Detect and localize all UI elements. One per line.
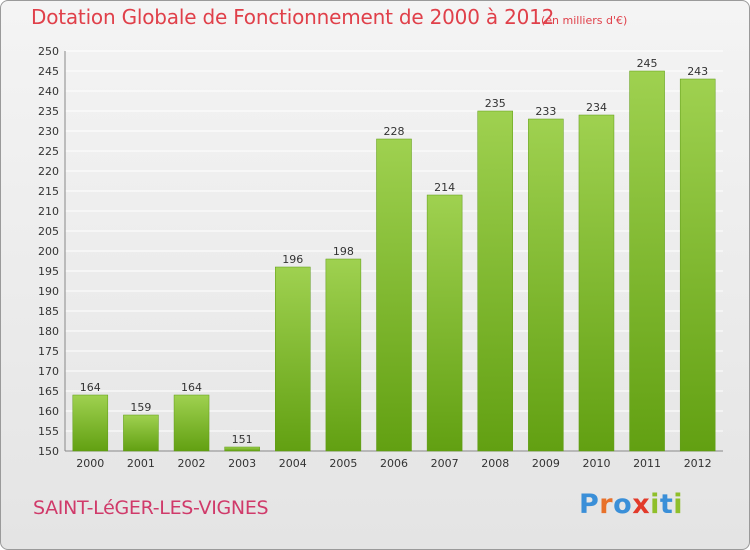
bar-2001 <box>123 414 159 452</box>
bar-2009 <box>528 118 564 452</box>
y-tick-label: 225 <box>38 145 59 158</box>
logo-letter: i <box>673 489 684 520</box>
x-tick-label: 2012 <box>684 457 712 470</box>
bar-2008 <box>477 110 513 452</box>
y-tick-label: 180 <box>38 325 59 338</box>
bar-2012 <box>679 78 716 452</box>
y-tick-label: 250 <box>38 45 59 58</box>
y-tick-label: 200 <box>38 245 59 258</box>
bar-2011 <box>629 70 665 452</box>
bar-value-label: 196 <box>282 253 303 266</box>
bar-value-label: 233 <box>535 105 556 118</box>
x-tick-label: 2008 <box>481 457 509 470</box>
y-tick-label: 235 <box>38 105 59 118</box>
logo-letter: o <box>613 489 633 520</box>
commune-name: SAINT-LéGER-LES-VIGNES <box>33 497 269 519</box>
y-tick-label: 185 <box>38 305 59 318</box>
x-tick-label: 2006 <box>380 457 408 470</box>
bar-2004 <box>275 266 311 452</box>
chart-title: Dotation Globale de Fonctionnement de 20… <box>31 5 555 29</box>
bar-2002 <box>173 394 210 452</box>
x-tick-labels: 2000 2001 2002 2003 2004 2005 2006 2007 2008 2009… <box>76 457 711 470</box>
y-tick-label: 240 <box>38 85 59 98</box>
x-tick-label: 2007 <box>431 457 459 470</box>
bar-value-label: 243 <box>687 65 708 78</box>
bar-2007 <box>426 194 463 452</box>
bar-value-label: 198 <box>333 245 354 258</box>
y-tick-label: 170 <box>38 365 59 378</box>
x-tick-label: 2001 <box>127 457 155 470</box>
logo-letter: t <box>659 489 674 520</box>
x-tick-label: 2004 <box>279 457 307 470</box>
logo-letter: P <box>579 489 600 520</box>
y-tick-label: 215 <box>38 185 59 198</box>
y-tick-label: 210 <box>38 205 59 218</box>
bar-value-label: 245 <box>637 57 658 70</box>
x-tick-label: 2005 <box>329 457 357 470</box>
y-tick-label: 175 <box>38 345 59 358</box>
bar-value-label: 235 <box>485 97 506 110</box>
bar-2010 <box>578 114 615 452</box>
x-tick-label: 2009 <box>532 457 560 470</box>
x-tick-label: 2010 <box>582 457 610 470</box>
bar-value-label: 151 <box>232 433 253 446</box>
y-tick-label: 245 <box>38 65 59 78</box>
x-tick-label: 2011 <box>633 457 661 470</box>
logo-letter: x <box>632 489 651 520</box>
logo-letter: i <box>650 489 660 520</box>
y-tick-labels: 150 155 160 165 170 175 180 185 190 195 200 205 210 2… <box>38 45 59 458</box>
y-tick-label: 165 <box>38 385 59 398</box>
bar-2003 <box>224 446 260 452</box>
y-tick-label: 205 <box>38 225 59 238</box>
x-tick-label: 2000 <box>76 457 104 470</box>
bar-value-label: 234 <box>586 101 607 114</box>
bar-value-label: 164 <box>80 381 101 394</box>
y-tick-label: 220 <box>38 165 59 178</box>
bar-value-label: 228 <box>384 125 405 138</box>
bar-2000 <box>72 394 109 452</box>
y-tick-label: 155 <box>38 425 59 438</box>
bar-value-label: 164 <box>181 381 202 394</box>
proxiti-logo: Proxiti <box>579 489 683 520</box>
bar-value-label: 214 <box>434 181 455 194</box>
chart-unit-label: (en milliers d'€) <box>541 14 628 27</box>
y-tick-label: 150 <box>38 445 59 458</box>
bar-2006 <box>376 138 412 452</box>
data-labels: 164 159 164 151 196 198 228 214 235 233 234 245 243 <box>80 57 708 446</box>
logo-letter: r <box>599 489 614 520</box>
bar-2005 <box>325 258 362 452</box>
y-tick-label: 190 <box>38 285 59 298</box>
y-tick-label: 160 <box>38 405 59 418</box>
x-tick-label: 2003 <box>228 457 256 470</box>
y-tick-label: 195 <box>38 265 59 278</box>
bars <box>72 70 716 452</box>
bar-value-label: 159 <box>130 401 151 414</box>
x-tick-label: 2002 <box>178 457 206 470</box>
y-tick-label: 230 <box>38 125 59 138</box>
